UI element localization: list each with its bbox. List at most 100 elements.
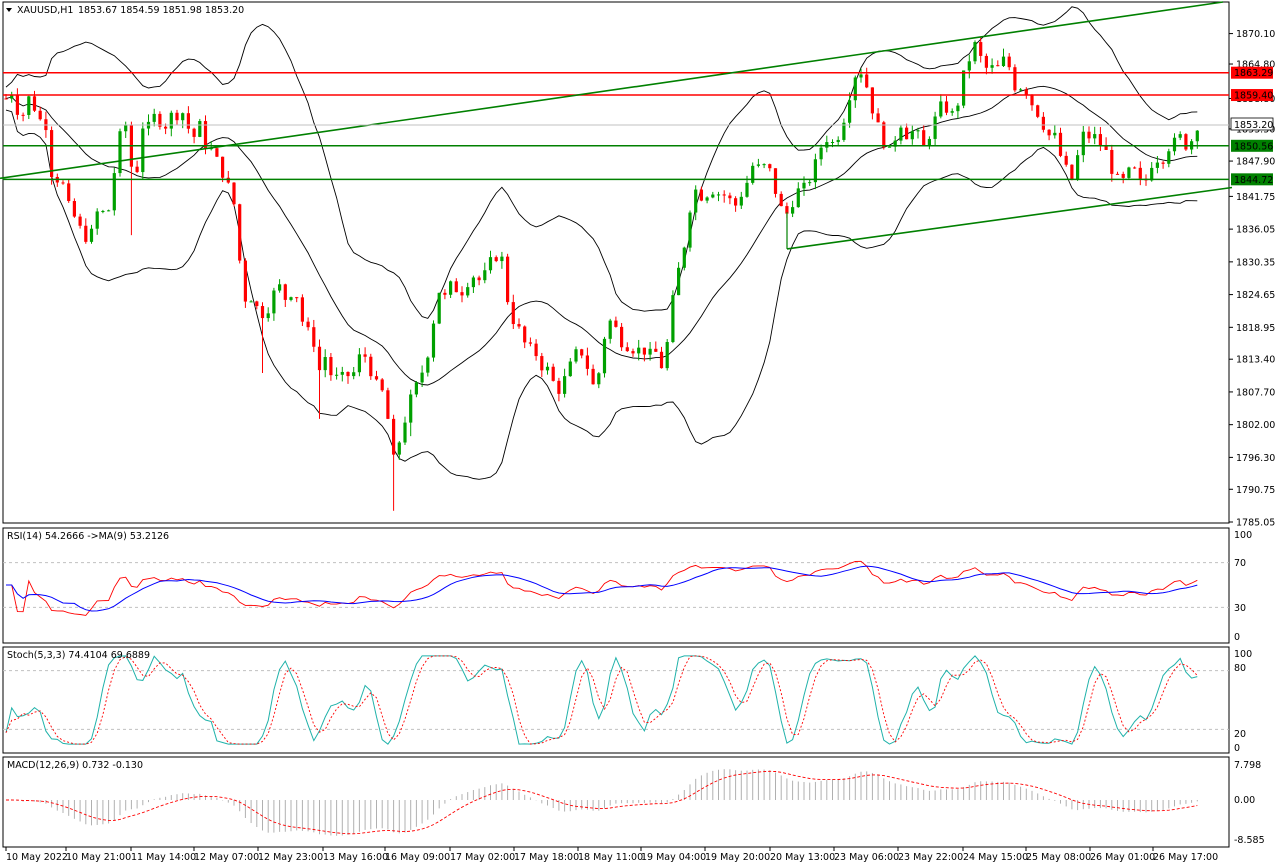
candle-body bbox=[1161, 162, 1165, 164]
dropdown-triangle-icon[interactable] bbox=[6, 8, 12, 12]
candle-body bbox=[620, 326, 624, 348]
time-tick-label: 26 May 01:00 bbox=[1090, 852, 1155, 863]
price-panel[interactable] bbox=[2, 1, 1230, 524]
price-tick-label: 1785.05 bbox=[1236, 518, 1275, 529]
candle-body bbox=[1030, 94, 1034, 106]
candle-body bbox=[1053, 132, 1057, 136]
price-tick-label: 1802.00 bbox=[1236, 420, 1275, 431]
candle-body bbox=[107, 210, 111, 212]
candle-body bbox=[260, 306, 265, 319]
price-tick-label: 1807.70 bbox=[1236, 387, 1275, 398]
candle-body bbox=[1036, 105, 1040, 117]
candle-body bbox=[574, 349, 578, 362]
candle-body bbox=[323, 357, 327, 371]
candle-body bbox=[380, 379, 384, 391]
candle-body bbox=[830, 142, 835, 144]
candle-body bbox=[836, 139, 840, 143]
candle-body bbox=[882, 122, 886, 148]
macd-panel[interactable] bbox=[2, 756, 1230, 848]
price-tick-label: 1790.75 bbox=[1236, 485, 1275, 496]
candle-body bbox=[477, 277, 481, 281]
candle-body bbox=[1007, 56, 1011, 68]
candle-body bbox=[209, 148, 213, 150]
candle-body bbox=[905, 127, 909, 140]
candle-body bbox=[409, 394, 413, 423]
candle-body bbox=[181, 113, 185, 121]
candle-body bbox=[437, 292, 441, 324]
trendlines bbox=[0, 1, 1233, 250]
stoch-series bbox=[3, 655, 1229, 745]
candle-body bbox=[671, 295, 675, 343]
candle-body bbox=[1047, 129, 1051, 136]
candle-body bbox=[739, 196, 743, 206]
candle-body bbox=[927, 138, 931, 146]
stoch-label: Stoch(5,3,3) 74.4104 69.6889 bbox=[7, 650, 150, 661]
candle-body bbox=[956, 105, 960, 112]
candle-body bbox=[1150, 167, 1154, 181]
candle-body bbox=[916, 130, 920, 132]
stoch-panel[interactable] bbox=[2, 646, 1230, 754]
candle-body bbox=[1127, 167, 1131, 178]
candle-body bbox=[779, 193, 783, 207]
candle-body bbox=[1058, 132, 1063, 156]
candle-body bbox=[369, 356, 373, 377]
horizontal-levels: 1863.29 1859.40 1850.56 1844.72 bbox=[3, 66, 1273, 186]
rsi-panel[interactable] bbox=[2, 527, 1230, 644]
candle-body bbox=[665, 342, 669, 369]
candle-body bbox=[272, 290, 276, 314]
trendline[interactable] bbox=[786, 186, 1233, 250]
candle-body bbox=[238, 204, 242, 261]
rsi-ma-line bbox=[6, 565, 1198, 612]
candle-body bbox=[511, 302, 515, 325]
candle-body bbox=[973, 42, 977, 62]
candle-body bbox=[580, 349, 584, 356]
candle-body bbox=[95, 211, 99, 229]
candle-body bbox=[716, 194, 721, 196]
candle-body bbox=[483, 270, 487, 281]
candle-body bbox=[101, 210, 105, 212]
candle-body bbox=[910, 131, 914, 140]
time-tick-label: 24 May 15:00 bbox=[963, 852, 1028, 863]
candle-body bbox=[352, 372, 356, 377]
candle-body bbox=[682, 247, 686, 268]
candle-body bbox=[614, 320, 618, 327]
candle-body bbox=[728, 195, 732, 199]
candle-body bbox=[534, 343, 538, 357]
rsi-tick-30: 30 bbox=[1234, 603, 1246, 614]
current-price-tag-bg bbox=[1230, 117, 1274, 131]
level-tag-bg bbox=[1231, 89, 1273, 102]
candle-body bbox=[853, 77, 857, 101]
candle-body bbox=[1184, 134, 1188, 150]
candle-body bbox=[688, 212, 692, 248]
candle-body bbox=[893, 140, 897, 147]
level-tag: 1850.56 bbox=[1234, 141, 1273, 152]
candle-body bbox=[597, 373, 601, 385]
candle-body bbox=[10, 95, 14, 99]
candle-body bbox=[1064, 155, 1068, 165]
macd-signal-line bbox=[6, 770, 1198, 835]
candle-body bbox=[756, 164, 760, 166]
candle-body bbox=[637, 347, 641, 354]
candle-body bbox=[203, 121, 208, 149]
candle-body bbox=[1001, 56, 1006, 67]
candle-body bbox=[1098, 134, 1102, 146]
candle-body bbox=[300, 297, 304, 322]
candle-body bbox=[545, 366, 550, 371]
candle-body bbox=[1070, 164, 1074, 180]
candle-body bbox=[152, 113, 156, 122]
candle-body bbox=[642, 347, 646, 355]
candle-body bbox=[808, 182, 812, 184]
level-tag-bg bbox=[1231, 66, 1273, 79]
candle-body bbox=[89, 228, 94, 242]
time-tick-label: 10 May 21:00 bbox=[66, 852, 131, 863]
candle-body bbox=[1133, 167, 1137, 169]
candle-body bbox=[335, 374, 339, 376]
candle-body bbox=[431, 323, 436, 358]
candle-body bbox=[27, 96, 31, 115]
candle-body bbox=[329, 357, 333, 376]
trendline[interactable] bbox=[0, 1, 1224, 180]
candle-body bbox=[557, 380, 561, 394]
candle-body bbox=[357, 354, 361, 373]
